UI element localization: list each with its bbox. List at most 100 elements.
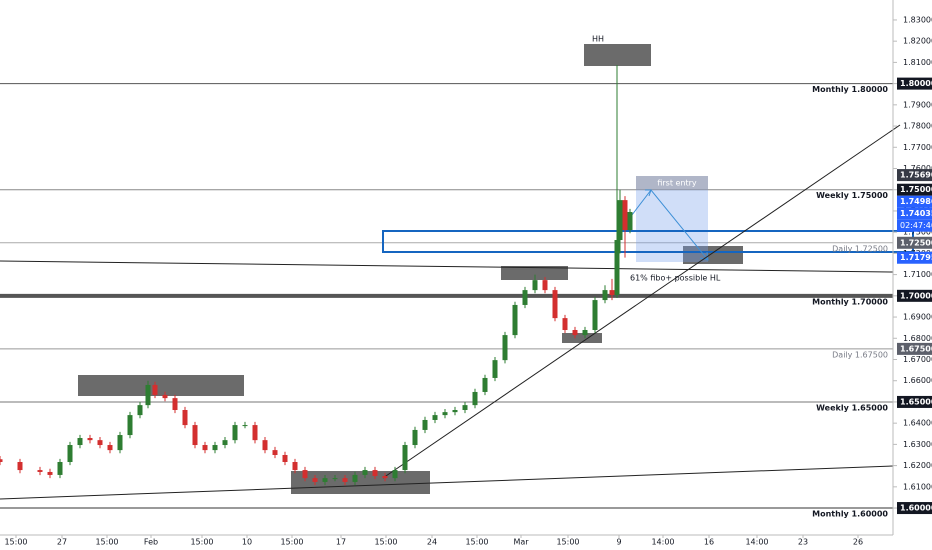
candle-body (614, 240, 620, 295)
candle-body (272, 450, 278, 455)
price-label: 1.67500 (900, 344, 932, 353)
candle-body (87, 438, 93, 441)
zone (683, 246, 743, 264)
candle-body (252, 425, 258, 441)
candle-body (127, 415, 133, 436)
price-label-box (897, 195, 932, 208)
x-tick-label: 14:00 (651, 538, 674, 547)
y-tick-label: 1.81000 (903, 58, 932, 67)
x-tick-label: 9 (616, 538, 621, 547)
candle-body (552, 290, 558, 319)
candle-body (362, 470, 368, 475)
candle-body (442, 412, 448, 416)
candle-body (312, 478, 318, 482)
level-label: Monthly 1.80000 (812, 85, 888, 94)
price-label-box (897, 289, 932, 302)
x-tick-label: 10 (242, 538, 252, 547)
annotation: 61% fibo+ possible HL (630, 274, 721, 283)
zone (562, 333, 602, 343)
candle-body (137, 405, 143, 416)
candle-body (492, 360, 498, 378)
candle-body (292, 461, 298, 471)
y-tick-label: 1.82000 (903, 37, 932, 46)
candle-body (502, 335, 508, 361)
entry-header (636, 176, 708, 190)
y-tick-label: 1.78000 (903, 122, 932, 131)
candle-body (402, 445, 408, 471)
candle-body (67, 445, 73, 462)
candle-body (322, 478, 328, 482)
price-label-box (897, 169, 932, 182)
candle-body (522, 290, 528, 305)
x-tick-label: 15:00 (465, 538, 488, 547)
arrow-head (699, 251, 709, 261)
y-tick-label: 1.77000 (903, 143, 932, 152)
candle-body (462, 405, 468, 411)
candle-body (562, 318, 568, 330)
price-label: 1.70000 (900, 291, 932, 300)
candle-body (172, 398, 178, 411)
price-label-box (897, 251, 932, 264)
x-tick-label: Mar (513, 538, 529, 547)
zone (584, 44, 651, 66)
candle-body (622, 200, 628, 231)
trendline (0, 260, 894, 273)
candle-body (352, 474, 358, 482)
price-label: 1.74035 (900, 209, 932, 218)
candle-body (609, 290, 615, 295)
price-label: 1.80000 (900, 79, 932, 88)
y-tick-label: 1.79000 (903, 100, 932, 109)
candle-body (592, 300, 598, 330)
trendline (0, 465, 894, 500)
candle-body (57, 461, 63, 475)
candle-body (77, 438, 83, 446)
price-label: 1.75690 (900, 171, 932, 180)
candle-body (422, 419, 428, 430)
x-tick-label: 15:00 (374, 538, 397, 547)
candle-body (392, 470, 398, 479)
price-label-box (897, 236, 932, 249)
candle-body (342, 478, 348, 482)
candle-body (572, 329, 578, 336)
x-tick-label: Feb (144, 538, 158, 547)
candle-body (97, 440, 103, 446)
candle-body (617, 200, 623, 241)
candle-body (192, 425, 198, 446)
candle-body (0, 459, 3, 462)
level-label: Weekly 1.75000 (816, 191, 888, 200)
y-tick-label: 1.83000 (903, 15, 932, 24)
price-label: 1.71795 (900, 253, 932, 262)
candle-body (302, 470, 308, 479)
x-tick-label: 16 (704, 538, 714, 547)
level-label: Daily 1.72500 (832, 244, 888, 253)
candle-body (512, 304, 518, 336)
candle-body (582, 329, 588, 336)
price-label-box (897, 207, 932, 220)
x-tick-label: 15:00 (190, 538, 213, 547)
candle-body (107, 445, 113, 451)
candle-body (182, 410, 188, 426)
price-label: 1.72500 (900, 238, 932, 247)
y-tick-label: 1.68000 (903, 334, 932, 343)
candle-body (282, 454, 288, 462)
y-tick-label: 1.62000 (903, 461, 932, 470)
candle-body (222, 440, 228, 446)
annotation: first entry (657, 179, 697, 188)
price-label-box (897, 342, 932, 355)
price-label-box (897, 183, 932, 196)
candle-body (542, 280, 548, 291)
level-label: Daily 1.67500 (832, 350, 888, 359)
candle-body (162, 394, 168, 399)
y-tick-label: 1.73000 (903, 228, 932, 237)
candle-body (372, 470, 378, 477)
candle-body (602, 290, 608, 301)
price-label: 1.65000 (900, 397, 932, 406)
candle-body (37, 470, 43, 472)
candle-body (242, 425, 248, 427)
x-tick-label: 15:00 (556, 538, 579, 547)
candle-body (145, 384, 151, 406)
candle-body (532, 280, 538, 291)
y-tick-label: 1.69000 (903, 313, 932, 322)
x-tick-label: 14:00 (745, 538, 768, 547)
candle-body (212, 445, 218, 451)
